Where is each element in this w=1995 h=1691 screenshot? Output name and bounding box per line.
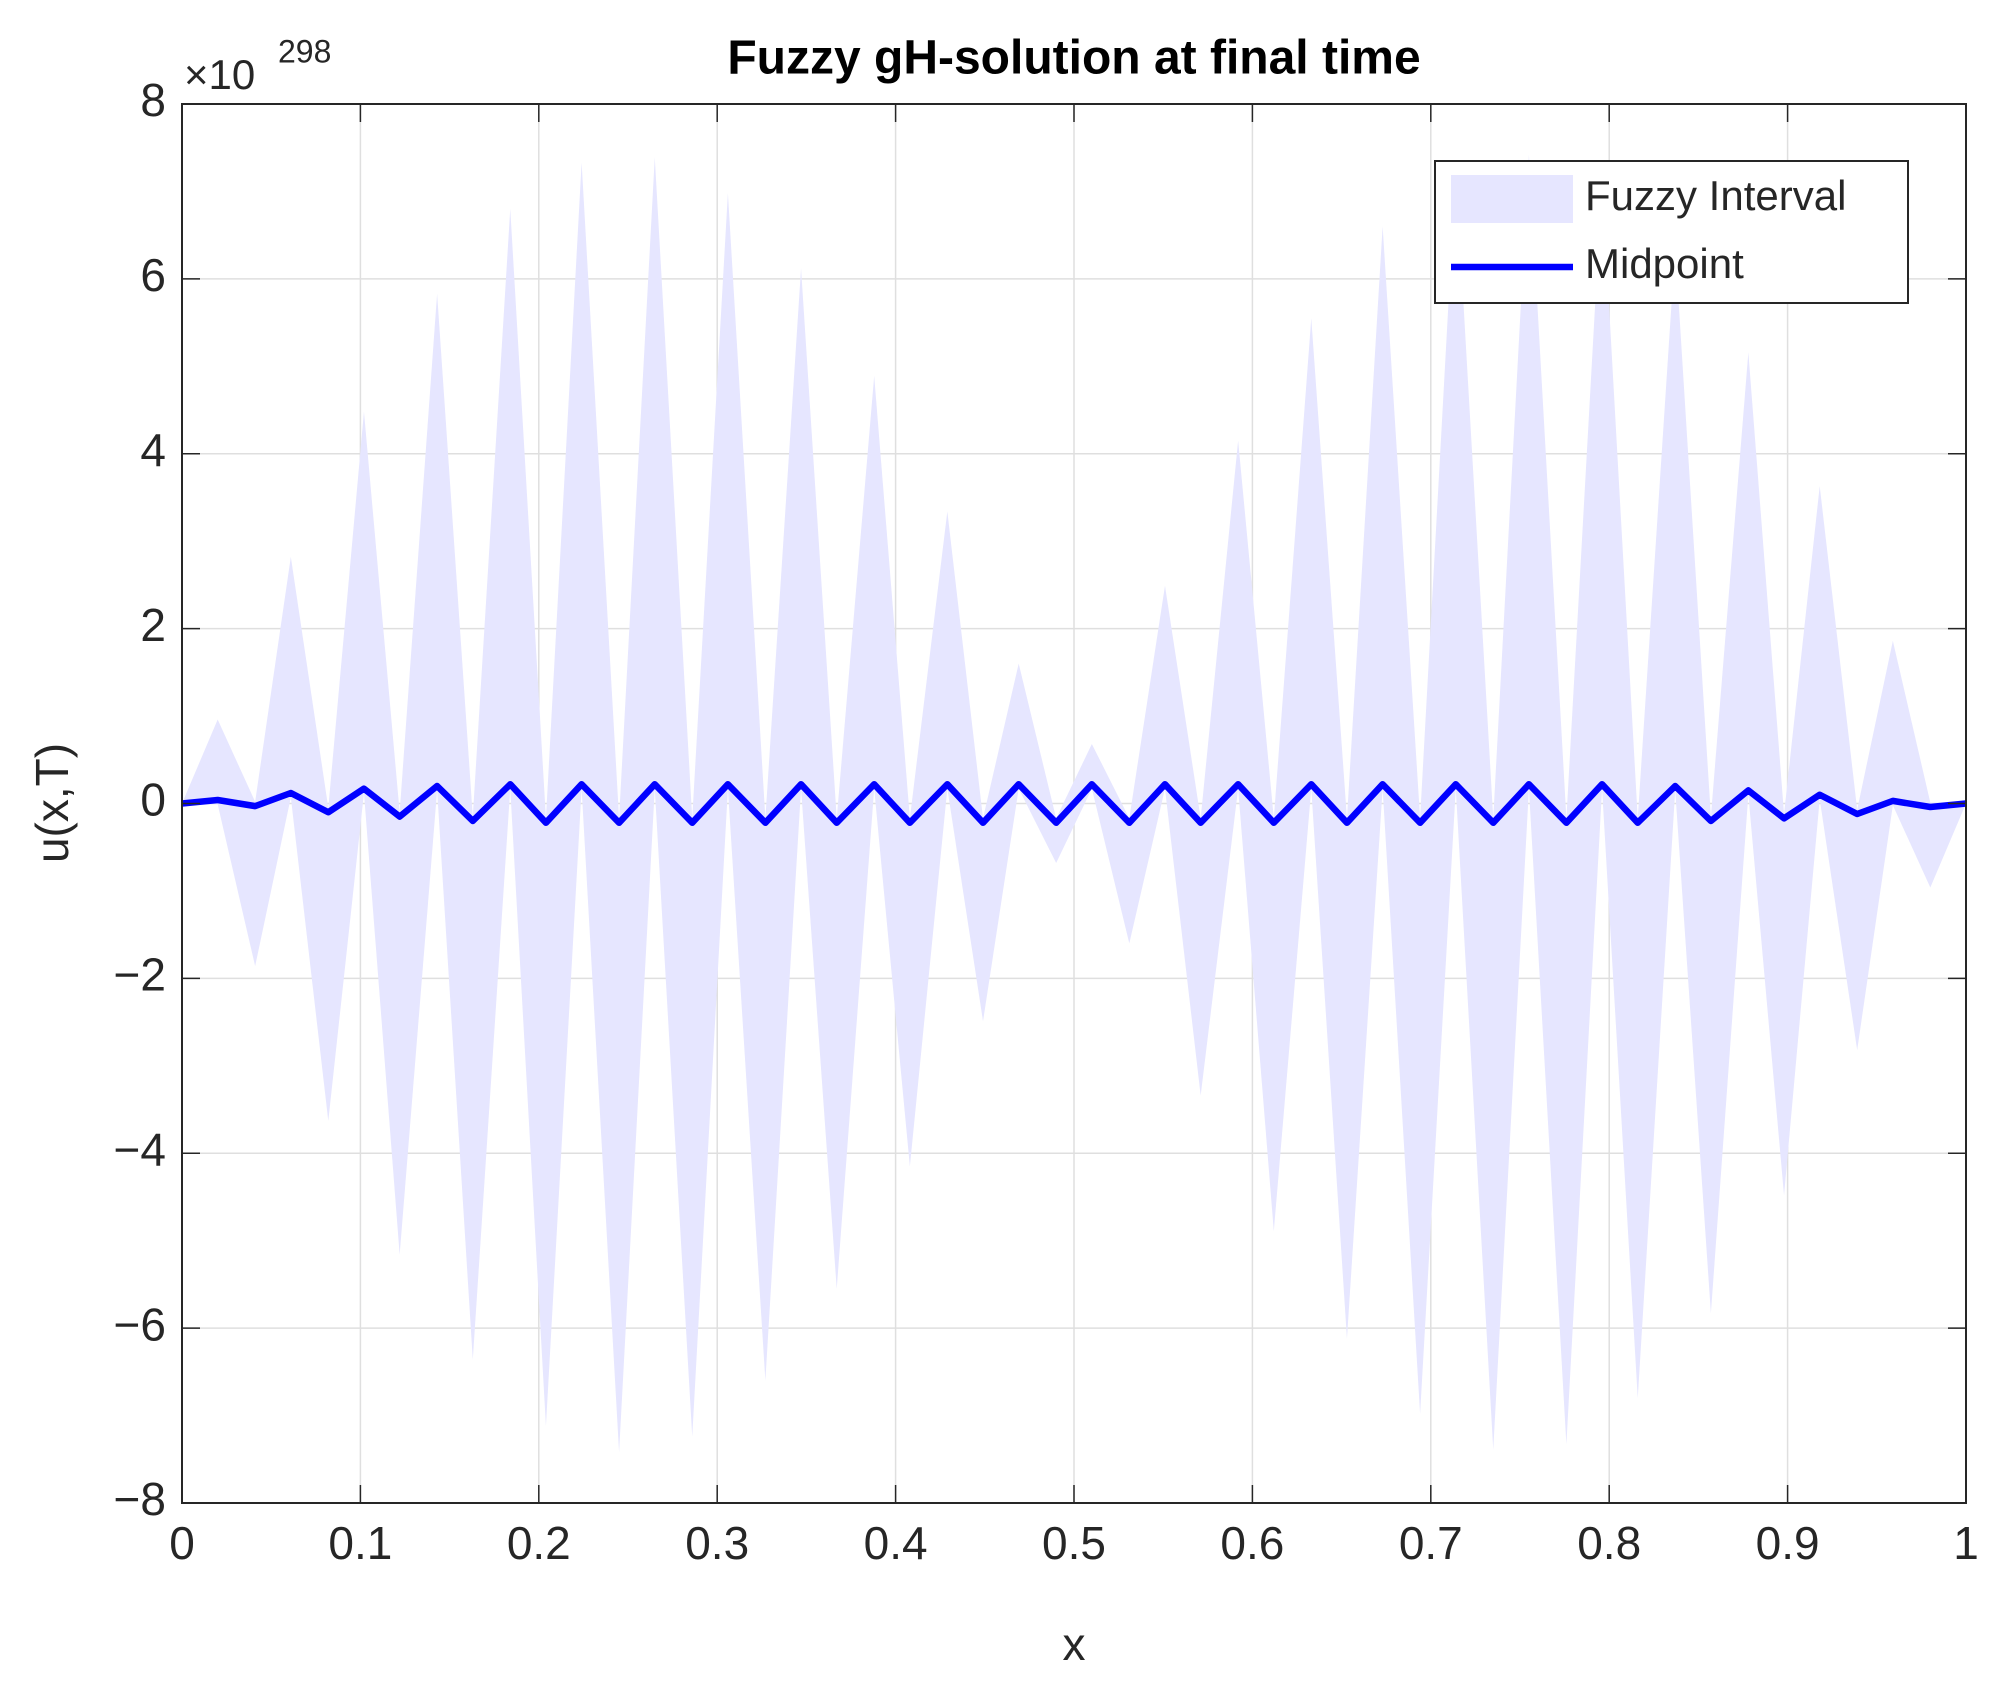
y-multiplier-base: ×10 <box>184 51 255 98</box>
y-tick-label: 4 <box>140 424 166 476</box>
y-tick-label: 8 <box>140 74 166 126</box>
x-tick-label: 0.3 <box>685 1517 749 1569</box>
data-layer <box>181 154 1967 1453</box>
x-tick-label: 0.6 <box>1220 1517 1284 1569</box>
midpoint-line <box>181 781 1967 826</box>
x-tick-label: 0.9 <box>1756 1517 1820 1569</box>
x-tick-label: 0.7 <box>1399 1517 1463 1569</box>
x-tick-label: 0.4 <box>864 1517 928 1569</box>
y-tick-label: 2 <box>140 599 166 651</box>
plot-frame <box>181 103 1967 1504</box>
axes: 0 0.1 0.2 0.3 0.4 0.5 0.6 0.7 0.8 0.9 1 −8 −6 −4 −2 0 2 4… <box>114 74 1979 1569</box>
y-tick-label: 6 <box>140 249 166 301</box>
legend-label: Fuzzy Interval <box>1585 172 1846 219</box>
x-tick-label: 0.8 <box>1577 1517 1641 1569</box>
legend: Fuzzy Interval Midpoint <box>1434 160 1909 304</box>
y-multiplier-exponent: 298 <box>278 33 331 69</box>
x-axis-label: x <box>1063 1618 1086 1670</box>
y-tick-label: −4 <box>114 1123 166 1175</box>
legend-swatch <box>1451 175 1573 223</box>
chart-title: Fuzzy gH-solution at final time <box>727 32 1420 85</box>
x-tick-label: 0.2 <box>507 1517 571 1569</box>
y-tick-label: −2 <box>114 949 166 1001</box>
y-tick-label: −8 <box>114 1473 166 1525</box>
x-tick-label: 0.1 <box>328 1517 392 1569</box>
legend-label: Midpoint <box>1585 240 1744 287</box>
x-tick-label: 0.5 <box>1042 1517 1106 1569</box>
y-tick-label: 0 <box>140 774 166 826</box>
y-axis-label: u(x,T) <box>26 743 78 863</box>
y-tick-label: −6 <box>114 1298 166 1350</box>
x-tick-label: 0 <box>169 1517 195 1569</box>
x-tick-label: 1 <box>1953 1517 1979 1569</box>
